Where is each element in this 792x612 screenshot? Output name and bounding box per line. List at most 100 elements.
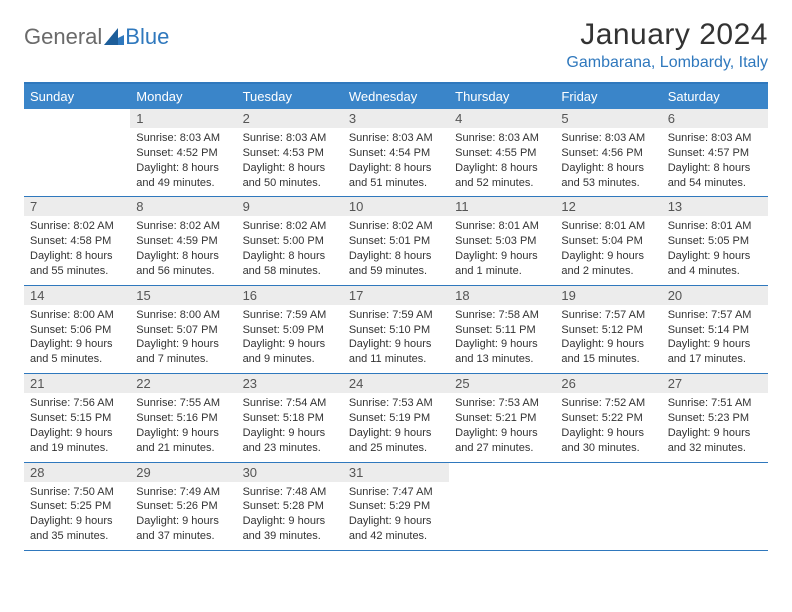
day-number: 24: [343, 374, 449, 393]
day-info: Sunrise: 7:52 AMSunset: 5:22 PMDaylight:…: [555, 393, 661, 461]
day-info: Sunrise: 8:03 AMSunset: 4:56 PMDaylight:…: [555, 128, 661, 196]
day-info: Sunrise: 8:01 AMSunset: 5:04 PMDaylight:…: [555, 216, 661, 284]
calendar-cell: 16Sunrise: 7:59 AMSunset: 5:09 PMDayligh…: [237, 286, 343, 373]
week-row: 28Sunrise: 7:50 AMSunset: 5:25 PMDayligh…: [24, 463, 768, 551]
day-sr: Sunrise: 8:02 AM: [243, 219, 337, 234]
calendar: SundayMondayTuesdayWednesdayThursdayFrid…: [24, 82, 768, 551]
day-d1: Daylight: 8 hours: [668, 161, 762, 176]
day-number: 7: [24, 197, 130, 216]
day-number: 10: [343, 197, 449, 216]
calendar-cell: 7Sunrise: 8:02 AMSunset: 4:58 PMDaylight…: [24, 197, 130, 284]
calendar-cell: 8Sunrise: 8:02 AMSunset: 4:59 PMDaylight…: [130, 197, 236, 284]
day-number: 23: [237, 374, 343, 393]
day-info: Sunrise: 7:54 AMSunset: 5:18 PMDaylight:…: [237, 393, 343, 461]
day-ss: Sunset: 4:53 PM: [243, 146, 337, 161]
title-block: January 2024 Gambarana, Lombardy, Italy: [566, 18, 768, 72]
location-label: Gambarana, Lombardy, Italy: [566, 54, 768, 72]
day-sr: Sunrise: 7:59 AM: [243, 308, 337, 323]
logo-mark-icon: [104, 28, 124, 46]
day-d2: and 54 minutes.: [668, 176, 762, 191]
day-d2: and 23 minutes.: [243, 441, 337, 456]
week-row: 14Sunrise: 8:00 AMSunset: 5:06 PMDayligh…: [24, 286, 768, 374]
day-d1: Daylight: 9 hours: [30, 514, 124, 529]
day-sr: Sunrise: 8:03 AM: [136, 131, 230, 146]
day-info: Sunrise: 7:56 AMSunset: 5:15 PMDaylight:…: [24, 393, 130, 461]
day-info: Sunrise: 7:59 AMSunset: 5:09 PMDaylight:…: [237, 305, 343, 373]
day-number: 9: [237, 197, 343, 216]
day-number: 17: [343, 286, 449, 305]
dayname-sunday: Sunday: [24, 84, 130, 109]
calendar-cell: 2Sunrise: 8:03 AMSunset: 4:53 PMDaylight…: [237, 109, 343, 196]
day-info: Sunrise: 8:03 AMSunset: 4:54 PMDaylight:…: [343, 128, 449, 196]
day-d1: Daylight: 9 hours: [243, 514, 337, 529]
day-sr: Sunrise: 8:03 AM: [349, 131, 443, 146]
day-d2: and 5 minutes.: [30, 352, 124, 367]
day-ss: Sunset: 5:18 PM: [243, 411, 337, 426]
day-d1: Daylight: 8 hours: [561, 161, 655, 176]
calendar-cell-empty: [24, 109, 130, 196]
day-info: Sunrise: 8:00 AMSunset: 5:06 PMDaylight:…: [24, 305, 130, 373]
day-info: Sunrise: 7:57 AMSunset: 5:14 PMDaylight:…: [662, 305, 768, 373]
day-number: 13: [662, 197, 768, 216]
day-ss: Sunset: 5:28 PM: [243, 499, 337, 514]
day-d2: and 15 minutes.: [561, 352, 655, 367]
day-d1: Daylight: 8 hours: [243, 161, 337, 176]
day-ss: Sunset: 5:01 PM: [349, 234, 443, 249]
day-d1: Daylight: 9 hours: [561, 249, 655, 264]
day-ss: Sunset: 5:21 PM: [455, 411, 549, 426]
logo-word2: Blue: [125, 24, 169, 50]
day-ss: Sunset: 5:03 PM: [455, 234, 549, 249]
calendar-cell: 1Sunrise: 8:03 AMSunset: 4:52 PMDaylight…: [130, 109, 236, 196]
dayname-friday: Friday: [555, 84, 661, 109]
day-d1: Daylight: 9 hours: [561, 337, 655, 352]
day-d2: and 27 minutes.: [455, 441, 549, 456]
calendar-cell: 19Sunrise: 7:57 AMSunset: 5:12 PMDayligh…: [555, 286, 661, 373]
day-d2: and 21 minutes.: [136, 441, 230, 456]
day-number: 11: [449, 197, 555, 216]
calendar-cell: 22Sunrise: 7:55 AMSunset: 5:16 PMDayligh…: [130, 374, 236, 461]
week-row: 21Sunrise: 7:56 AMSunset: 5:15 PMDayligh…: [24, 374, 768, 462]
day-number: 12: [555, 197, 661, 216]
day-sr: Sunrise: 7:47 AM: [349, 485, 443, 500]
day-number: 20: [662, 286, 768, 305]
calendar-cell: 17Sunrise: 7:59 AMSunset: 5:10 PMDayligh…: [343, 286, 449, 373]
day-d1: Daylight: 8 hours: [349, 161, 443, 176]
day-d1: Daylight: 9 hours: [243, 337, 337, 352]
day-ss: Sunset: 5:14 PM: [668, 323, 762, 338]
day-info: Sunrise: 7:59 AMSunset: 5:10 PMDaylight:…: [343, 305, 449, 373]
day-ss: Sunset: 5:09 PM: [243, 323, 337, 338]
day-d2: and 49 minutes.: [136, 176, 230, 191]
calendar-cell-empty: [555, 463, 661, 550]
day-number: 4: [449, 109, 555, 128]
day-info: Sunrise: 8:00 AMSunset: 5:07 PMDaylight:…: [130, 305, 236, 373]
calendar-cell-empty: [662, 463, 768, 550]
day-sr: Sunrise: 8:02 AM: [30, 219, 124, 234]
day-sr: Sunrise: 8:02 AM: [136, 219, 230, 234]
day-d1: Daylight: 9 hours: [349, 426, 443, 441]
day-d1: Daylight: 9 hours: [243, 426, 337, 441]
calendar-cell: 28Sunrise: 7:50 AMSunset: 5:25 PMDayligh…: [24, 463, 130, 550]
dayname-thursday: Thursday: [449, 84, 555, 109]
day-d2: and 19 minutes.: [30, 441, 124, 456]
day-d2: and 35 minutes.: [30, 529, 124, 544]
calendar-cell: 6Sunrise: 8:03 AMSunset: 4:57 PMDaylight…: [662, 109, 768, 196]
day-sr: Sunrise: 7:57 AM: [561, 308, 655, 323]
day-ss: Sunset: 4:56 PM: [561, 146, 655, 161]
day-info: Sunrise: 7:58 AMSunset: 5:11 PMDaylight:…: [449, 305, 555, 373]
dayname-monday: Monday: [130, 84, 236, 109]
calendar-cell: 9Sunrise: 8:02 AMSunset: 5:00 PMDaylight…: [237, 197, 343, 284]
day-ss: Sunset: 5:11 PM: [455, 323, 549, 338]
day-sr: Sunrise: 7:59 AM: [349, 308, 443, 323]
day-ss: Sunset: 5:04 PM: [561, 234, 655, 249]
calendar-cell: 11Sunrise: 8:01 AMSunset: 5:03 PMDayligh…: [449, 197, 555, 284]
day-ss: Sunset: 5:19 PM: [349, 411, 443, 426]
day-sr: Sunrise: 7:48 AM: [243, 485, 337, 500]
day-ss: Sunset: 5:07 PM: [136, 323, 230, 338]
day-info: Sunrise: 8:02 AMSunset: 4:58 PMDaylight:…: [24, 216, 130, 284]
header: General Blue January 2024 Gambarana, Lom…: [24, 18, 768, 72]
day-info: Sunrise: 8:02 AMSunset: 4:59 PMDaylight:…: [130, 216, 236, 284]
day-ss: Sunset: 5:26 PM: [136, 499, 230, 514]
day-info: Sunrise: 7:57 AMSunset: 5:12 PMDaylight:…: [555, 305, 661, 373]
day-number: 29: [130, 463, 236, 482]
day-ss: Sunset: 5:15 PM: [30, 411, 124, 426]
